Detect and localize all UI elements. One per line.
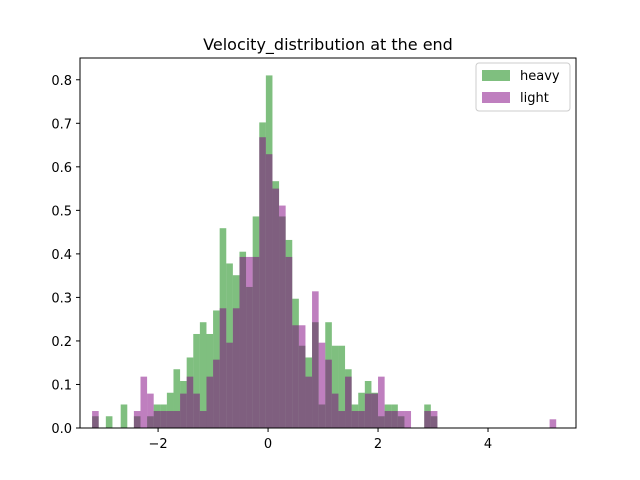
bar-light-17 [239, 256, 247, 428]
bar-light-1 [133, 411, 141, 428]
bar-light-22 [272, 188, 280, 428]
bar-light-28 [312, 291, 319, 428]
bar-light-41 [397, 411, 405, 428]
bar-light-12 [206, 376, 214, 428]
bar-light-14 [219, 308, 227, 428]
legend-swatch-light [482, 92, 510, 103]
bar-light-25 [292, 325, 299, 428]
bar-light-35 [358, 411, 365, 428]
bar-heavy-11 [193, 333, 200, 428]
bar-light-3 [147, 393, 154, 428]
bar-light-36 [364, 393, 372, 428]
x-tick-label: 4 [484, 437, 492, 452]
bar-light-24 [285, 256, 293, 428]
bar-light-27 [305, 376, 313, 428]
bar-light-2 [140, 376, 148, 428]
bar-light-6 [166, 411, 174, 428]
bar-light-8 [180, 393, 187, 428]
bar-light-15 [226, 342, 233, 428]
bars-group [92, 75, 557, 429]
bar-light-0 [92, 411, 99, 428]
y-tick-label: 0.3 [51, 291, 72, 306]
y-tick-label: 0.1 [51, 378, 72, 393]
bar-light-11 [199, 411, 207, 428]
bar-heavy-8 [173, 369, 181, 428]
x-tick-label: 2 [374, 437, 382, 452]
bar-light-45 [549, 419, 557, 428]
bar-light-43 [424, 411, 431, 428]
x-axis-ticks: −2 0 2 4 [148, 428, 492, 452]
bar-light-40 [391, 411, 398, 428]
bar-light-19 [252, 256, 260, 428]
bar-light-13 [213, 359, 220, 428]
y-axis-ticks: 0.0 0.1 0.2 0.3 0.4 0.5 0.6 0.7 0.8 [51, 74, 80, 437]
bar-light-29 [318, 342, 326, 428]
x-tick-label: −2 [148, 437, 167, 452]
bar-light-42 [404, 411, 412, 428]
bar-light-32 [338, 411, 346, 428]
y-tick-label: 0.5 [51, 204, 72, 219]
bar-heavy-7 [166, 392, 174, 428]
bar-light-38 [378, 376, 385, 428]
y-tick-label: 0.8 [51, 74, 72, 89]
bar-light-20 [259, 137, 266, 428]
bar-heavy-12 [199, 322, 207, 428]
bar-light-44 [430, 411, 438, 428]
bar-light-39 [384, 411, 392, 428]
legend-label-heavy: heavy [520, 69, 560, 84]
chart-title: Velocity_distribution at the end [203, 35, 453, 55]
y-tick-label: 0.6 [51, 161, 72, 176]
bar-light-30 [325, 359, 332, 428]
bar-light-18 [246, 256, 253, 428]
bar-heavy-36 [358, 392, 365, 428]
bar-heavy-33 [338, 345, 346, 428]
bar-heavy-32 [331, 345, 339, 428]
legend-label-light: light [520, 91, 549, 106]
y-tick-label: 0.4 [51, 248, 72, 263]
bar-light-31 [331, 393, 339, 428]
bar-light-4 [153, 411, 161, 428]
bar-light-34 [351, 411, 359, 428]
bar-light-37 [371, 393, 379, 428]
bar-light-26 [298, 325, 306, 428]
legend-swatch-heavy [482, 70, 510, 81]
bar-heavy-2 [120, 404, 128, 428]
y-tick-label: 0.2 [51, 335, 72, 350]
y-tick-label: 0.0 [51, 422, 72, 437]
bar-light-5 [160, 411, 167, 428]
bar-light-16 [232, 308, 240, 428]
bar-light-10 [193, 393, 200, 428]
x-tick-label: 0 [264, 437, 272, 452]
bar-light-33 [345, 376, 352, 428]
bar-light-9 [186, 376, 194, 428]
legend: heavy light [475, 62, 571, 112]
bar-light-7 [173, 411, 181, 428]
plot-frame [79, 57, 577, 429]
bar-heavy-1 [105, 416, 113, 428]
bar-light-21 [265, 154, 273, 428]
bar-light-23 [279, 205, 286, 428]
y-tick-label: 0.7 [51, 117, 72, 132]
